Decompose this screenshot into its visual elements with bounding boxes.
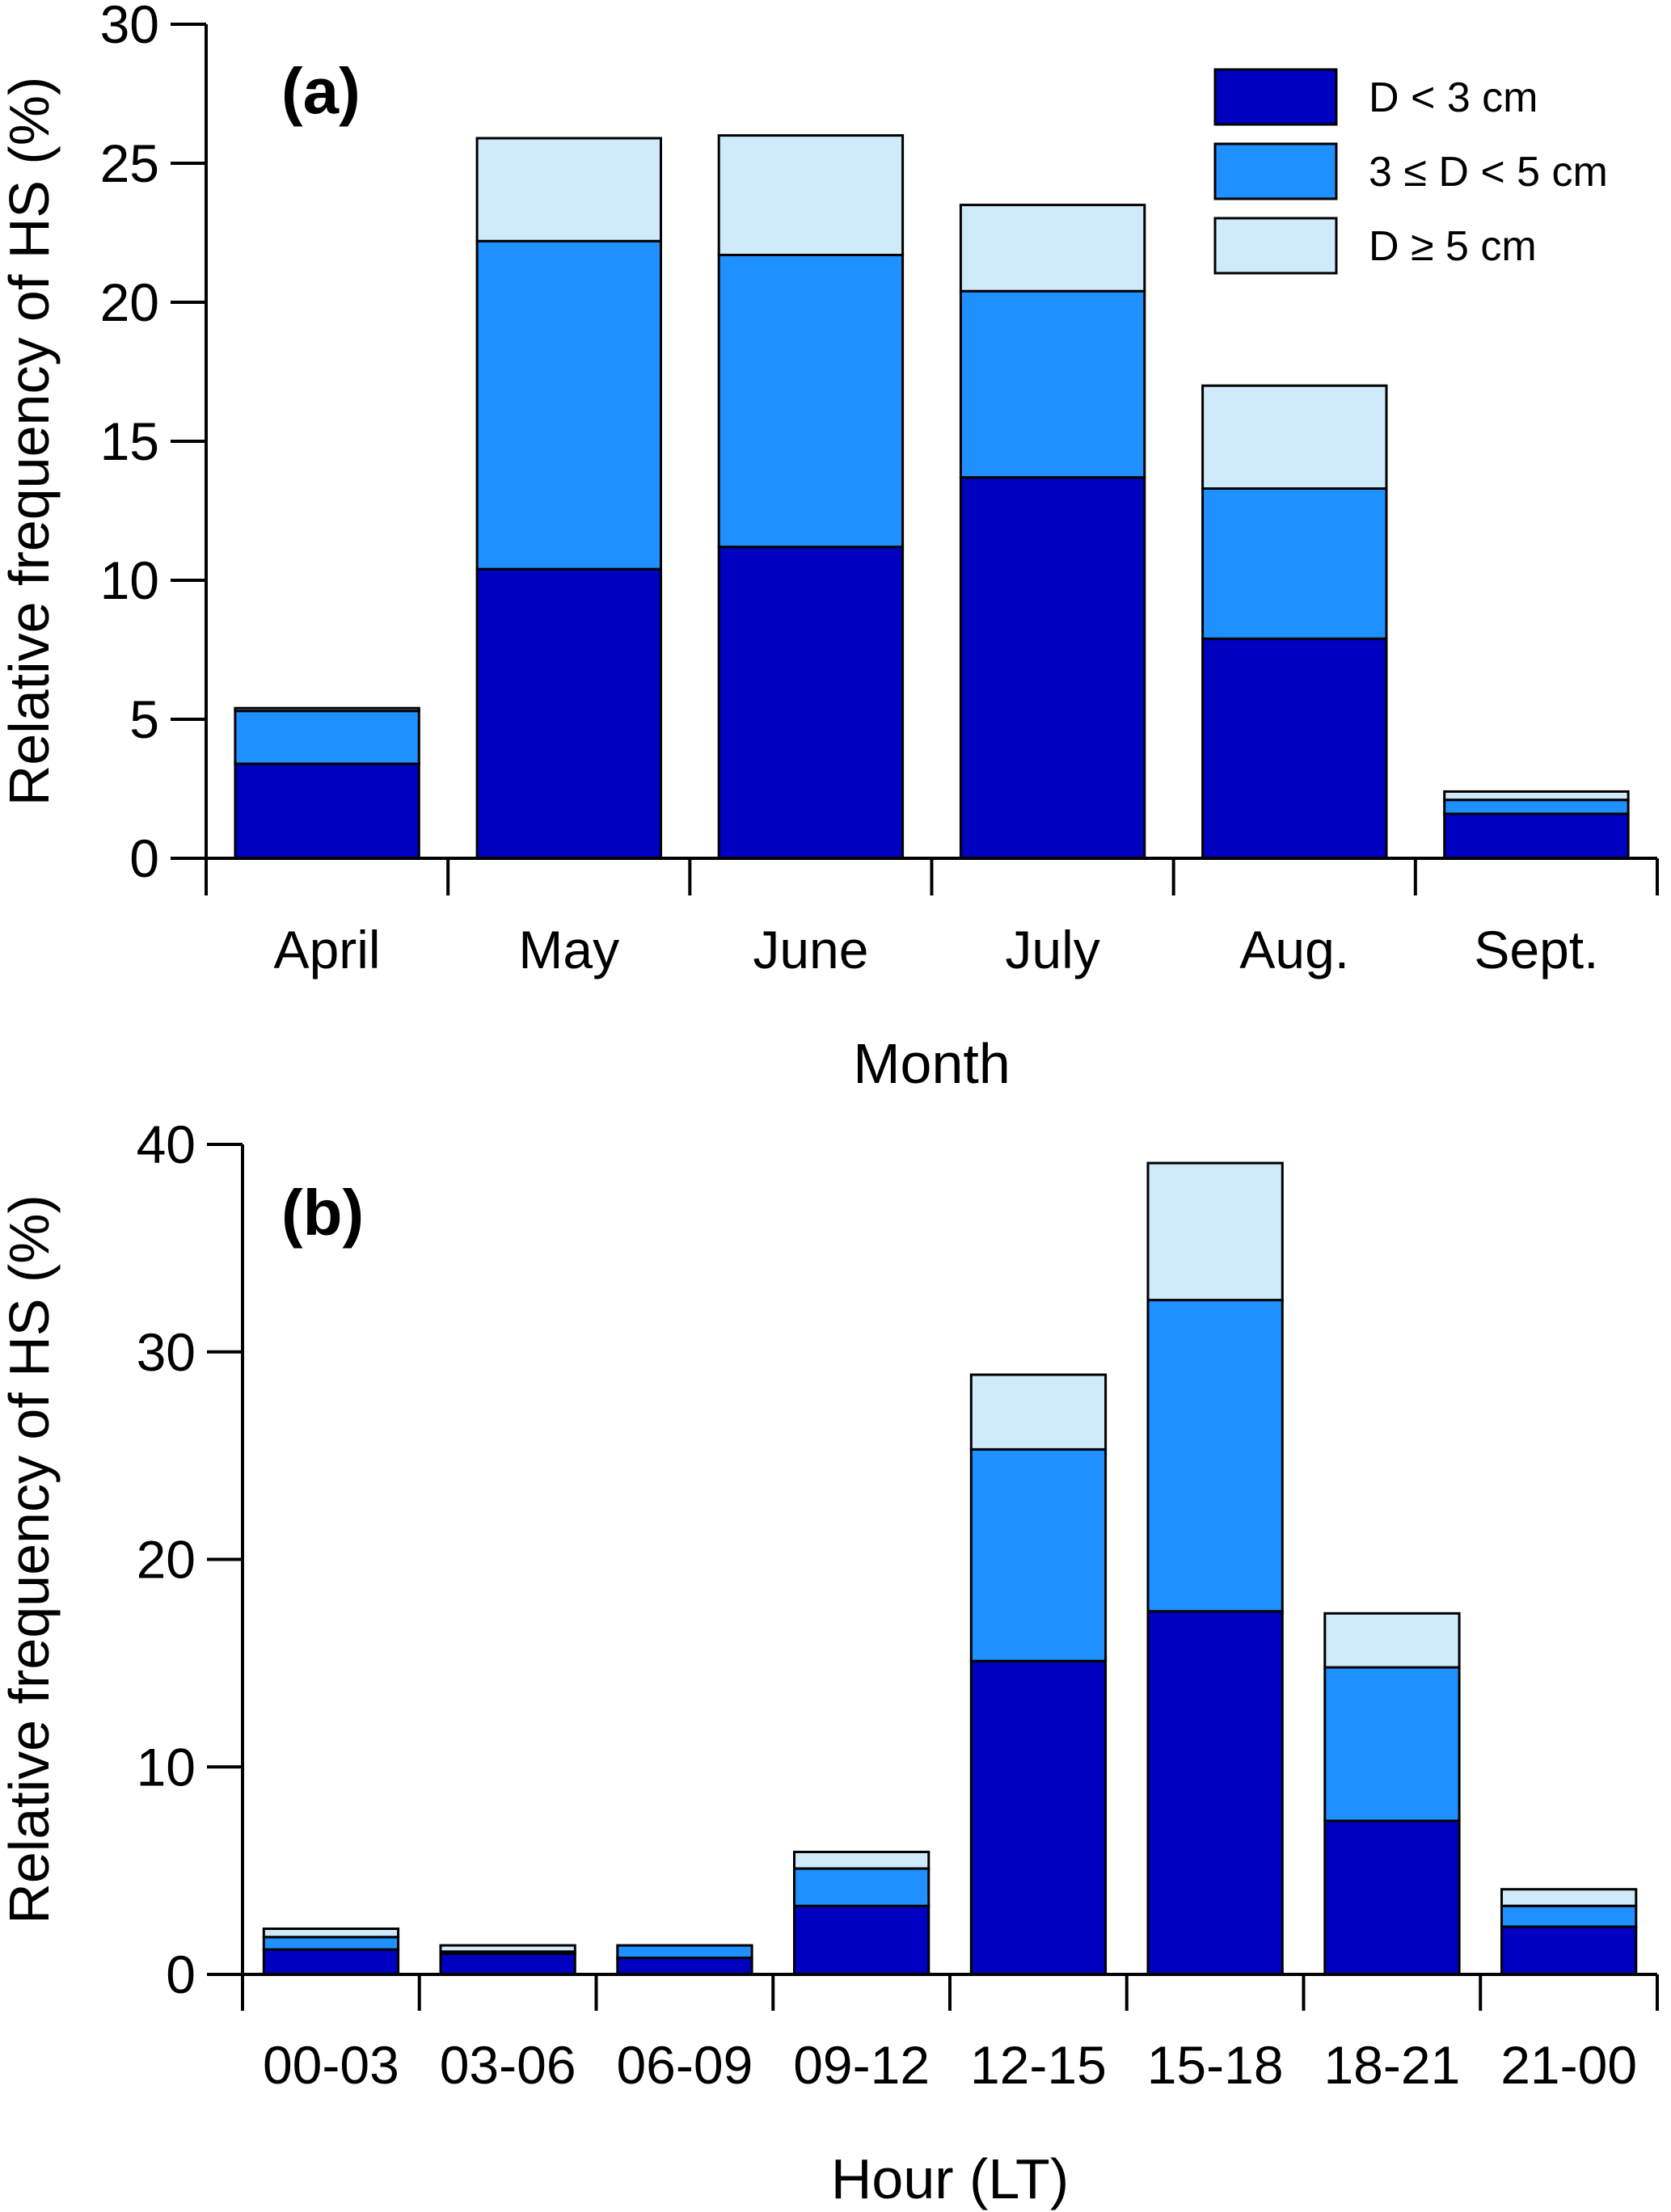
x-tick-label-1-5: 15-18 bbox=[1147, 2035, 1284, 2095]
panel-label-1: (b) bbox=[281, 1177, 364, 1249]
y-tick-label-1-1: 10 bbox=[137, 1737, 196, 1797]
y-tick-label-1-0: 0 bbox=[166, 1944, 196, 2004]
y-tick-label-0-5: 25 bbox=[100, 133, 159, 193]
bar-0-2-0 bbox=[717, 546, 905, 860]
bar-1-4-0 bbox=[969, 1659, 1108, 1976]
y-tick-label-0-6: 30 bbox=[100, 0, 159, 54]
legend-label-0: D < 3 cm bbox=[1369, 74, 1538, 121]
legend-swatch-0 bbox=[1213, 68, 1338, 126]
bar-0-3-1 bbox=[959, 289, 1146, 479]
bar-1-7-1 bbox=[1500, 1904, 1638, 1928]
bar-1-6-1 bbox=[1323, 1666, 1461, 1822]
x-tick-label-1-0: 00-03 bbox=[263, 2035, 399, 2095]
bar-1-5-0 bbox=[1146, 1610, 1284, 1976]
bar-1-6-2 bbox=[1323, 1612, 1461, 1669]
bar-1-6-0 bbox=[1323, 1819, 1461, 1976]
x-tick-label-1-3: 09-12 bbox=[793, 2035, 930, 2095]
x-axis-title-0: Month bbox=[853, 1032, 1011, 1095]
x-tick-label-0-5: Sept. bbox=[1474, 920, 1598, 980]
bar-1-2-1 bbox=[616, 1944, 753, 1960]
bar-0-1-2 bbox=[475, 137, 662, 242]
panel-label-0: (a) bbox=[281, 55, 361, 127]
bar-1-7-2 bbox=[1500, 1888, 1638, 1907]
bar-0-0-1 bbox=[234, 710, 420, 765]
y-tick-label-0-1: 5 bbox=[129, 689, 159, 749]
x-tick-label-1-1: 03-06 bbox=[440, 2035, 576, 2095]
bar-0-4-1 bbox=[1201, 487, 1388, 640]
bar-1-0-0 bbox=[262, 1948, 400, 1976]
bar-1-7-0 bbox=[1500, 1925, 1638, 1976]
x-tick-label-0-2: June bbox=[753, 920, 868, 980]
x-axis-title-1: Hour (LT) bbox=[831, 2147, 1069, 2210]
bar-0-5-0 bbox=[1443, 812, 1630, 860]
legend-label-2: D ≥ 5 cm bbox=[1369, 223, 1537, 270]
y-tick-label-1-3: 30 bbox=[137, 1322, 196, 1382]
bar-0-1-0 bbox=[475, 567, 662, 860]
y-axis-title-0: Relative frequency of HS (%) bbox=[0, 77, 61, 807]
y-axis-title-1: Relative frequency of HS (%) bbox=[0, 1194, 61, 1924]
bar-1-3-2 bbox=[793, 1851, 930, 1870]
bar-1-4-1 bbox=[969, 1447, 1108, 1662]
y-tick-label-0-3: 15 bbox=[100, 411, 159, 471]
bar-1-1-0 bbox=[439, 1952, 576, 1976]
bar-1-0-1 bbox=[262, 1936, 400, 1951]
bar-0-0-2 bbox=[234, 706, 420, 713]
x-tick-label-1-2: 06-09 bbox=[616, 2035, 753, 2095]
bar-0-4-2 bbox=[1201, 384, 1388, 491]
bar-0-1-1 bbox=[475, 239, 662, 571]
x-tick-label-1-6: 18-21 bbox=[1323, 2035, 1460, 2095]
bar-0-5-1 bbox=[1443, 798, 1630, 815]
bar-1-5-1 bbox=[1146, 1299, 1284, 1613]
x-tick-label-0-0: April bbox=[274, 920, 381, 980]
legend-swatch-1 bbox=[1213, 142, 1338, 200]
y-tick-label-0-2: 10 bbox=[100, 550, 159, 610]
bar-1-3-1 bbox=[793, 1867, 930, 1907]
bar-1-4-2 bbox=[969, 1373, 1108, 1451]
y-tick-label-0-0: 0 bbox=[129, 828, 159, 888]
bar-1-2-0 bbox=[616, 1957, 753, 1976]
x-tick-label-0-4: Aug. bbox=[1239, 920, 1349, 980]
bar-1-3-0 bbox=[793, 1904, 930, 1976]
bar-1-5-2 bbox=[1146, 1161, 1284, 1302]
legend-label-1: 3 ≤ D < 5 cm bbox=[1369, 149, 1608, 196]
y-tick-label-1-2: 20 bbox=[137, 1530, 196, 1590]
bar-0-5-2 bbox=[1443, 790, 1630, 802]
legend-swatch-2 bbox=[1213, 217, 1338, 275]
y-tick-label-0-4: 20 bbox=[100, 272, 159, 332]
x-tick-label-1-7: 21-00 bbox=[1500, 2035, 1637, 2095]
bar-0-4-0 bbox=[1201, 637, 1388, 860]
x-tick-label-0-1: May bbox=[518, 920, 619, 980]
bar-0-0-0 bbox=[234, 762, 420, 860]
bar-0-2-2 bbox=[717, 134, 905, 256]
bar-0-2-1 bbox=[717, 254, 905, 549]
x-tick-label-0-3: July bbox=[1005, 920, 1099, 980]
bar-1-1-2 bbox=[439, 1944, 576, 1953]
bar-1-0-2 bbox=[262, 1928, 400, 1939]
bar-0-3-0 bbox=[959, 476, 1146, 860]
bar-0-3-2 bbox=[959, 204, 1146, 293]
y-tick-label-1-4: 40 bbox=[137, 1114, 196, 1174]
x-tick-label-1-4: 12-15 bbox=[970, 2035, 1107, 2095]
